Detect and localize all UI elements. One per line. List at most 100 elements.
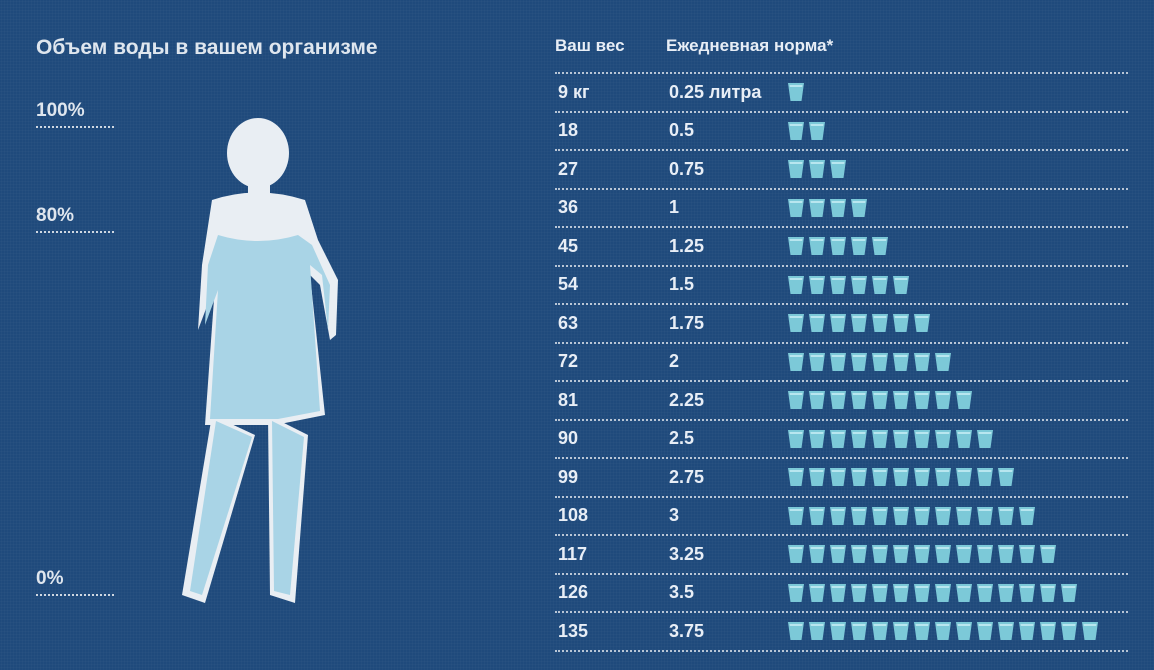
water-glass-icon xyxy=(893,275,909,294)
cups-cell xyxy=(787,352,952,372)
water-glass-icon xyxy=(956,506,972,525)
cups-cell xyxy=(787,429,994,449)
water-glass-icon xyxy=(893,583,909,602)
weight-cell: 90 xyxy=(558,428,579,449)
water-glass-icon xyxy=(872,622,888,641)
water-glass-icon xyxy=(851,429,867,448)
water-glass-icon xyxy=(893,352,909,371)
water-glass-icon xyxy=(788,160,804,179)
water-glass-icon xyxy=(872,352,888,371)
water-glass-icon xyxy=(851,352,867,371)
woman-silhouette xyxy=(182,118,338,603)
water-glass-icon xyxy=(809,583,825,602)
water-glass-icon xyxy=(977,429,993,448)
water-glass-icon xyxy=(914,622,930,641)
water-glass-icon xyxy=(809,237,825,256)
water-glass-icon xyxy=(1019,583,1035,602)
water-glass-icon xyxy=(809,391,825,410)
table-row: 90 2.5 xyxy=(555,421,1128,459)
water-glass-icon xyxy=(809,121,825,140)
cups-cell xyxy=(787,390,973,410)
water-glass-icon xyxy=(935,391,951,410)
water-glass-icon xyxy=(956,429,972,448)
water-glass-icon xyxy=(830,506,846,525)
water-glass-icon xyxy=(872,314,888,333)
water-glass-icon xyxy=(956,391,972,410)
water-glass-icon xyxy=(977,622,993,641)
water-glass-icon xyxy=(935,352,951,371)
liters-cell: 0.25 литра xyxy=(669,81,762,102)
water-glass-icon xyxy=(809,468,825,487)
liters-cell: 1 xyxy=(669,197,680,218)
water-glass-icon xyxy=(851,275,867,294)
water-glass-icon xyxy=(893,429,909,448)
table-row: 99 2.75 xyxy=(555,459,1128,498)
water-glass-icon xyxy=(851,506,867,525)
table-row: 45 1.25 xyxy=(555,228,1128,267)
water-glass-icon xyxy=(830,622,846,641)
water-glass-icon xyxy=(851,583,867,602)
liters-cell: 3.5 xyxy=(669,582,695,603)
table-row: 18 0.5 xyxy=(555,113,1128,151)
water-glass-icon xyxy=(788,391,804,410)
water-glass-icon xyxy=(788,622,804,641)
liters-cell: 3.75 xyxy=(669,620,705,641)
page-title: Объем воды в вашем организме xyxy=(36,36,378,59)
weight-cell: 63 xyxy=(558,312,579,333)
water-glass-icon xyxy=(998,545,1014,564)
table-row: 9 кг 0.25 литра xyxy=(555,74,1128,113)
water-glass-icon xyxy=(893,468,909,487)
water-glass-icon xyxy=(809,429,825,448)
table-row: 117 3.25 xyxy=(555,536,1128,575)
water-glass-icon xyxy=(809,275,825,294)
water-glass-icon xyxy=(914,468,930,487)
water-glass-icon xyxy=(809,545,825,564)
water-glass-icon xyxy=(851,314,867,333)
water-glass-icon xyxy=(830,352,846,371)
water-glass-icon xyxy=(935,429,951,448)
water-glass-icon xyxy=(893,314,909,333)
water-glass-icon xyxy=(830,545,846,564)
table-row: 63 1.75 xyxy=(555,305,1128,344)
water-glass-icon xyxy=(1019,506,1035,525)
level-100-label: 100% xyxy=(36,100,114,128)
water-glass-icon xyxy=(830,237,846,256)
table-body: 9 кг 0.25 литра 18 0.5 27 0.75 36 1 45 1.25 54 1.5 6… xyxy=(555,74,1128,652)
water-glass-icon xyxy=(872,275,888,294)
cups-cell xyxy=(787,159,847,179)
cups-cell xyxy=(787,121,826,141)
cups-cell xyxy=(787,621,1099,641)
water-glass-icon xyxy=(893,391,909,410)
water-glass-icon xyxy=(914,583,930,602)
level-0-label: 0% xyxy=(36,568,114,596)
water-glass-icon xyxy=(830,198,846,217)
water-glass-icon xyxy=(809,352,825,371)
water-glass-icon xyxy=(851,237,867,256)
water-glass-icon xyxy=(788,468,804,487)
water-glass-icon xyxy=(956,468,972,487)
water-glass-icon xyxy=(914,314,930,333)
water-glass-icon xyxy=(1019,545,1035,564)
level-80-label: 80% xyxy=(36,205,114,233)
water-glass-icon xyxy=(1082,622,1098,641)
water-glass-icon xyxy=(1061,622,1077,641)
water-glass-icon xyxy=(830,391,846,410)
water-glass-icon xyxy=(914,352,930,371)
water-glass-icon xyxy=(935,468,951,487)
water-glass-icon xyxy=(1061,583,1077,602)
liters-cell: 1.25 xyxy=(669,235,705,256)
liters-cell: 3.25 xyxy=(669,543,705,564)
water-glass-icon xyxy=(872,545,888,564)
water-glass-icon xyxy=(830,468,846,487)
cups-cell xyxy=(787,236,889,256)
weight-cell: 27 xyxy=(558,158,579,179)
weight-cell: 72 xyxy=(558,351,579,372)
water-glass-icon xyxy=(893,622,909,641)
water-glass-icon xyxy=(851,391,867,410)
weight-cell: 81 xyxy=(558,389,579,410)
water-glass-icon xyxy=(872,583,888,602)
header-norm: Ежедневная норма* xyxy=(666,36,834,55)
water-glass-icon xyxy=(998,622,1014,641)
cups-cell xyxy=(787,275,910,295)
water-glass-icon xyxy=(914,545,930,564)
